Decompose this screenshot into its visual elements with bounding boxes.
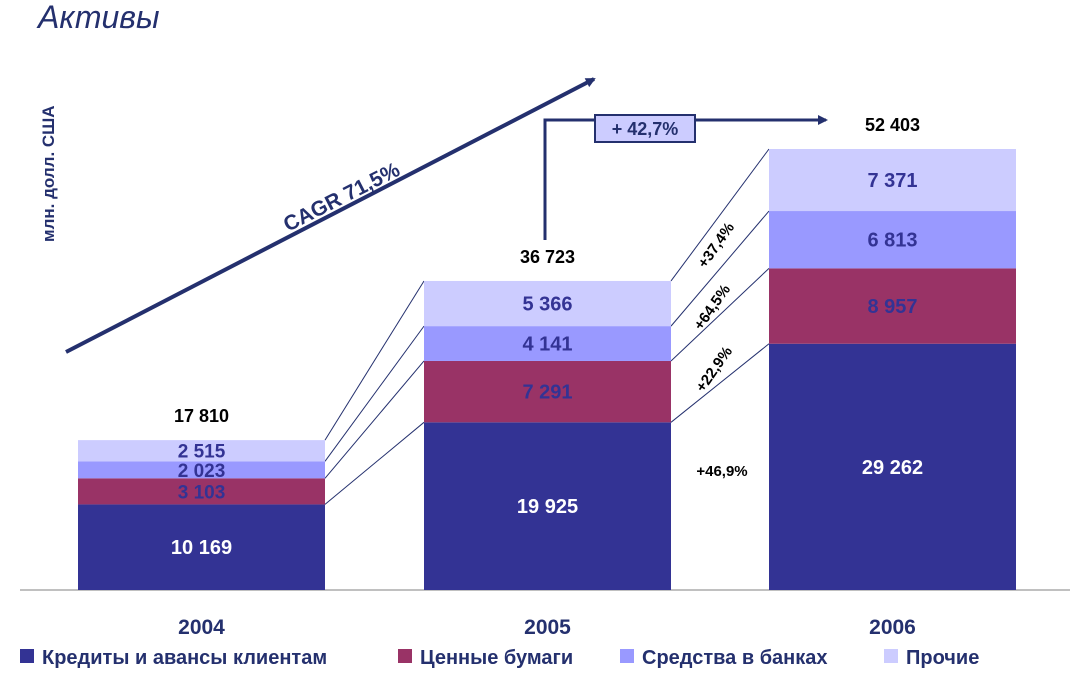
y-axis-label: млн. долл. США bbox=[39, 105, 58, 242]
bar-segment-2004-3 bbox=[78, 461, 325, 479]
bar-segment-2005-2 bbox=[424, 360, 671, 423]
chart-title: Активы bbox=[36, 0, 160, 35]
total-label-2005: 36 723 bbox=[520, 247, 575, 267]
data-label-2004-1: 10 169 bbox=[171, 537, 232, 559]
cagr-arrow bbox=[65, 77, 596, 354]
data-label-2005-3: 4 141 bbox=[522, 334, 572, 356]
total-growth-box bbox=[594, 114, 696, 143]
connector-line-2004-1 bbox=[324, 421, 425, 505]
bar-segment-2004-4 bbox=[78, 440, 325, 462]
data-label-2004-2: 3 103 bbox=[178, 482, 226, 503]
data-label-2006-3: 6 813 bbox=[867, 230, 917, 252]
legend-label-2: Ценные бумаги bbox=[420, 647, 573, 669]
growth-label-4: +37,4% bbox=[695, 220, 738, 272]
data-label-2006-2: 8 957 bbox=[867, 296, 917, 318]
cagr-label: CAGR 71,5% bbox=[280, 158, 404, 236]
category-label-2005: 2005 bbox=[524, 616, 571, 639]
data-label-2006-4: 7 371 bbox=[867, 170, 917, 192]
connector-line-2005-2 bbox=[670, 268, 770, 362]
growth-label-1: +46,9% bbox=[696, 463, 747, 480]
bar-segment-2004-1 bbox=[78, 504, 325, 590]
legend-swatch-3 bbox=[620, 649, 634, 663]
total-growth-arrow bbox=[543, 115, 828, 240]
connector-line-2005-1 bbox=[670, 343, 770, 423]
connector-line-2004-2 bbox=[324, 360, 425, 479]
bars-layer bbox=[78, 149, 1016, 590]
category-label-2006: 2006 bbox=[869, 616, 916, 639]
legend-label-3: Средства в банках bbox=[642, 647, 828, 669]
data-label-2006-1: 29 262 bbox=[862, 457, 923, 479]
legend-label-1: Кредиты и авансы клиентам bbox=[42, 647, 327, 669]
category-label-2004: 2004 bbox=[178, 616, 225, 639]
bar-segment-2006-3 bbox=[769, 211, 1016, 269]
bar-segment-2005-3 bbox=[424, 326, 671, 361]
data-label-2005-2: 7 291 bbox=[522, 382, 572, 404]
bar-segment-2004-2 bbox=[78, 478, 325, 505]
total-label-2006: 52 403 bbox=[865, 115, 920, 135]
legend-swatch-4 bbox=[884, 649, 898, 663]
legend-swatch-1 bbox=[20, 649, 34, 663]
connector-line-2005-3 bbox=[670, 210, 770, 327]
bar-segment-2005-1 bbox=[424, 422, 671, 590]
connector-lines bbox=[324, 148, 770, 505]
data-label-2004-3: 2 023 bbox=[178, 461, 226, 482]
total-growth-label: + 42,7% bbox=[612, 119, 679, 139]
legend: Кредиты и авансы клиентам Ценные бумаги Ср… bbox=[20, 647, 979, 669]
bar-segment-2006-1 bbox=[769, 343, 1016, 590]
legend-label-4: Прочие bbox=[906, 647, 979, 669]
data-label-2005-1: 19 925 bbox=[517, 496, 578, 518]
connector-line-2004-3 bbox=[324, 325, 425, 462]
connector-line-2004-4 bbox=[324, 280, 425, 441]
data-label-2005-4: 5 366 bbox=[522, 294, 572, 316]
bar-segment-2006-4 bbox=[769, 149, 1016, 212]
connector-line-2005-4 bbox=[670, 148, 770, 282]
total-label-2004: 17 810 bbox=[174, 406, 229, 426]
bar-segment-2006-2 bbox=[769, 268, 1016, 344]
legend-swatch-2 bbox=[398, 649, 412, 663]
data-label-2004-4: 2 515 bbox=[178, 442, 226, 463]
bar-segment-2005-4 bbox=[424, 280, 671, 327]
